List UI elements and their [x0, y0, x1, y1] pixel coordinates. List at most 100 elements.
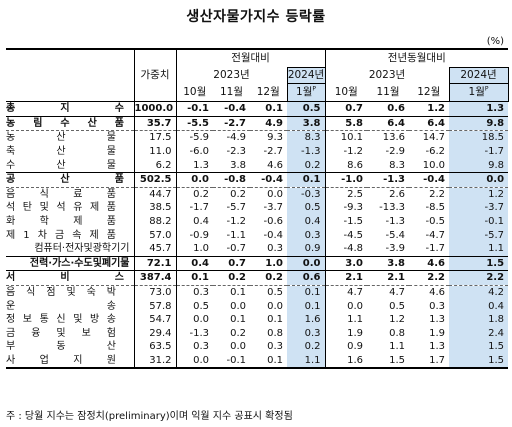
yoy-cell: 4.7	[367, 284, 410, 300]
mom-cell: 0.3	[267, 341, 283, 353]
weight-cell: 1000.0	[133, 101, 176, 117]
mom-cell: 0.0	[230, 341, 246, 353]
yoy-cell: -1.0	[324, 171, 368, 188]
mom-cell: -1.7	[175, 201, 213, 215]
mom-cell: 0.2	[287, 340, 326, 354]
mom-cell: 0.4	[175, 214, 213, 229]
footnote: 주 : 당월 지수는 잠정치(preliminary)이며 익월 지수 공표시 …	[6, 411, 293, 422]
yoy-cell: 4.7	[324, 284, 368, 300]
yoy-cell: 1.9	[429, 327, 446, 339]
mom-cell: -5.7	[226, 202, 246, 214]
table-row: 정 보 통 신 및 방 송 54.7 0.0 0.1 0.1 1.6 1.1 1.2 1.3 1.8	[6, 312, 509, 327]
mom-cell: -0.1	[175, 101, 213, 117]
mom-cell: 0.2	[250, 270, 287, 286]
mom-cell: 0.3	[175, 340, 213, 354]
yoy-cell: -5.7	[449, 228, 509, 242]
mom-cell: 0.0	[175, 171, 213, 188]
yoy-month: 10월	[324, 83, 368, 102]
yoy-cell: -9.3	[324, 201, 368, 215]
yoy-cell: 1.5	[449, 353, 509, 370]
mom-cell: -1.3	[175, 326, 213, 341]
mom-cell: 0.2	[213, 270, 250, 286]
mom-cell: 1.6	[287, 312, 326, 327]
mom-cell: -0.7	[226, 243, 246, 255]
weight-cell: 44.7	[133, 186, 176, 202]
weight-cell: 502.5	[133, 171, 176, 188]
yoy-cell: -0.4	[409, 171, 450, 188]
mom-cell: 0.0	[230, 300, 246, 312]
table-row: 농 산 물 17.5 -5.9 -4.9 9.3 8.3 10.1 13.6 14.7 18.5	[6, 130, 509, 145]
mom-cell: 0.5	[287, 101, 326, 117]
mom-cell: 4.6	[267, 159, 283, 171]
yoy-cell: 1.9	[324, 326, 368, 341]
mom-cell: -0.8	[213, 171, 250, 188]
mom-cell: -3.7	[263, 202, 283, 214]
page-title: 생산자물가지수 등락률	[186, 9, 326, 25]
weight-cell: 6.2	[133, 158, 176, 173]
mom-month: 10월	[175, 83, 213, 102]
table-row: 화 학 제 품 88.2 0.4 -1.2 -0.6 0.4 -1.5 -1.3 -0.5 -0.1	[6, 214, 509, 229]
yoy-cell: 1.2	[449, 186, 509, 202]
ppi-table: 가중치 전월대비 전년동월대비 2023년 2024년 2023년 2024년 …	[6, 48, 509, 370]
mom-cell: 0.1	[287, 299, 326, 313]
mom-cell: 0.0	[250, 186, 287, 202]
yoy-cell: 1.1	[324, 312, 368, 327]
yoy-cell: -4.8	[324, 241, 368, 257]
mom-cell: -0.4	[263, 229, 283, 241]
mom-cell: 0.3	[287, 228, 326, 242]
table-row: 총 지 수 1000.0 -0.1 -0.4 0.1 0.5 0.7 0.6 1.2 1.3	[6, 101, 509, 117]
mom-year-2024: 2024년	[286, 67, 326, 84]
yoy-cell: -3.7	[449, 201, 509, 215]
table-row: 컴퓨터·전자및광학기기 45.7 1.0 -0.7 0.3 0.9 -4.8 -3.9 -1.7…	[6, 241, 509, 257]
mom-cell: -6.0	[175, 144, 213, 159]
mom-cell: 0.9	[287, 241, 326, 257]
mom-cell: 0.6	[287, 270, 326, 286]
mom-cell: 0.7	[213, 255, 250, 271]
mom-cell: 0.3	[287, 326, 326, 341]
weight-cell: 57.0	[133, 228, 176, 242]
mom-cell: 0.4	[175, 255, 213, 271]
yoy-cell: 1.3	[449, 101, 509, 117]
mom-cell: 0.1	[287, 171, 326, 188]
mom-cell: 0.0	[267, 300, 283, 312]
table-row: 공 산 품 502.5 0.0 -0.8 -0.4 0.1 -1.0 -1.3 -0.4 0.0	[6, 171, 509, 188]
yoy-cell: 1.7	[409, 353, 450, 370]
mom-cell: -0.1	[213, 353, 250, 370]
yoy-cell: 0.6	[367, 101, 410, 117]
yoy-cell: 4.6	[409, 284, 450, 300]
yoy-cell: 8.3	[389, 159, 406, 171]
yoy-cell: 2.2	[409, 270, 450, 286]
yoy-cell: 1.5	[449, 340, 509, 354]
yoy-cell: -2.9	[385, 146, 406, 158]
mom-cell: 0.3	[267, 243, 283, 255]
weight-cell: 88.2	[133, 214, 176, 229]
weight-cell: 387.4	[133, 270, 176, 286]
yoy-cell: 2.5	[324, 186, 368, 202]
row-label: 전력·가스·수도및폐기물	[6, 255, 134, 271]
mom-cell: -0.3	[287, 186, 326, 202]
yoy-cell: 0.5	[389, 300, 406, 312]
yoy-cell: 18.5	[449, 130, 509, 145]
yoy-cell: -5.4	[385, 229, 406, 241]
yoy-month: 11월	[367, 83, 410, 102]
yoy-cell: 2.6	[367, 186, 410, 202]
weight-cell: 63.5	[133, 340, 176, 354]
mom-cell: 0.8	[267, 327, 283, 339]
mom-cell: 3.8	[287, 115, 326, 131]
table-row: 수 산 물 6.2 1.3 3.8 4.6 0.2 8.6 8.3 10.0 9.8	[6, 158, 509, 173]
yoy-cell: -1.2	[324, 144, 368, 159]
yoy-cell: -1.7	[425, 243, 446, 255]
